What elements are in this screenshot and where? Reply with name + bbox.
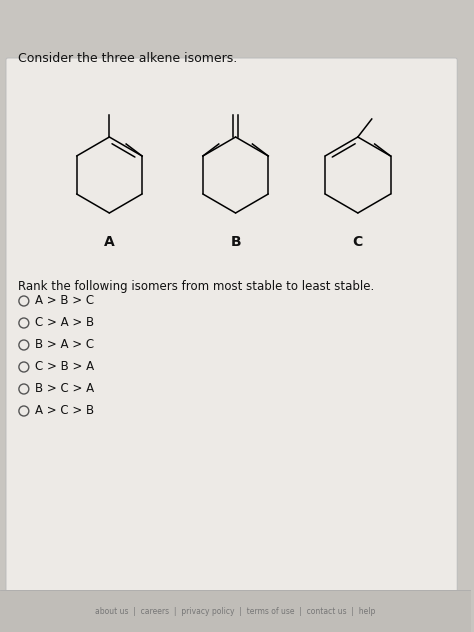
Text: B: B: [230, 235, 241, 249]
Text: A: A: [104, 235, 115, 249]
Text: about us  |  careers  |  privacy policy  |  terms of use  |  contact us  |  help: about us | careers | privacy policy | te…: [95, 607, 376, 616]
Text: B > C > A: B > C > A: [35, 382, 94, 396]
Text: Rank the following isomers from most stable to least stable.: Rank the following isomers from most sta…: [18, 280, 374, 293]
FancyBboxPatch shape: [6, 58, 457, 592]
Text: A > B > C: A > B > C: [35, 295, 94, 308]
Text: A > C > B: A > C > B: [35, 404, 94, 418]
Bar: [0, 590, 471, 632]
Text: C > B > A: C > B > A: [35, 360, 94, 374]
Text: B > A > C: B > A > C: [35, 339, 94, 351]
Text: Consider the three alkene isomers.: Consider the three alkene isomers.: [18, 52, 237, 65]
Text: C > A > B: C > A > B: [35, 317, 94, 329]
Text: C: C: [353, 235, 363, 249]
